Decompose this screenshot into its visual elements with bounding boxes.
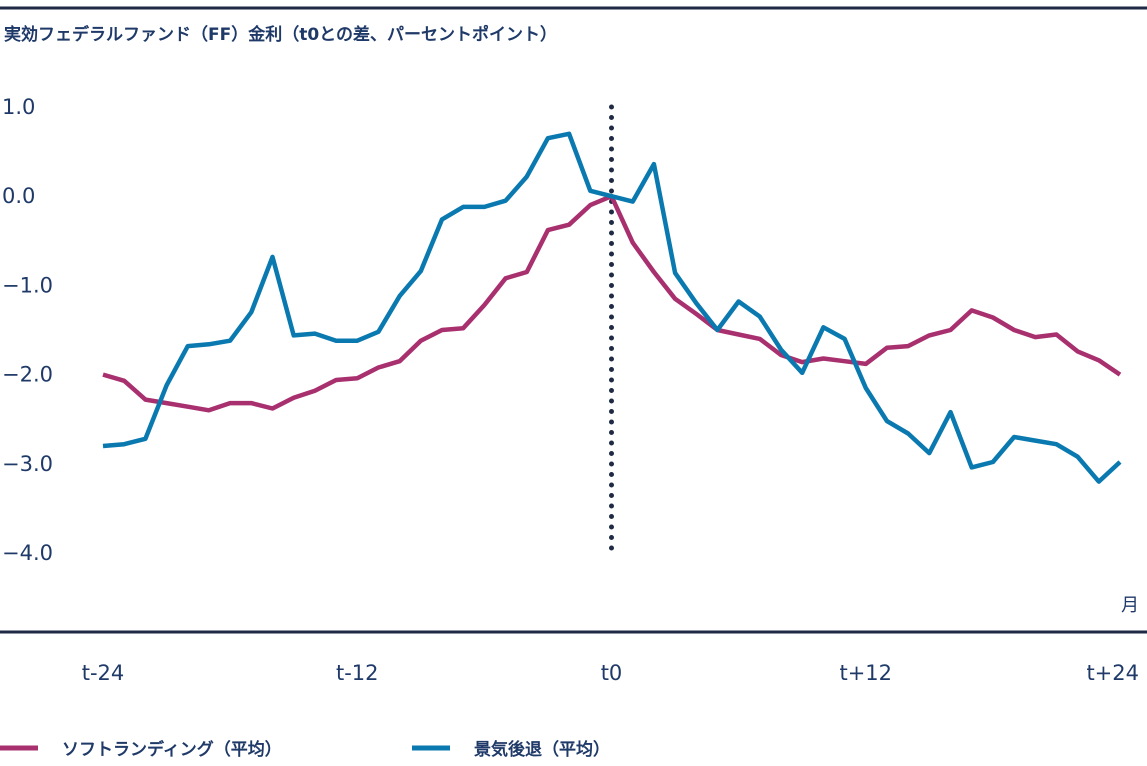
y-tick-label: −2.0 <box>2 363 53 387</box>
x-axis: t-24 t-12 t0 t+12 t+24 <box>82 661 1139 685</box>
x-unit-label: 月 <box>1121 595 1139 616</box>
y-axis: 1.0 0.0 −1.0 −2.0 −3.0 −4.0 <box>2 95 53 565</box>
x-tick-label: t+24 <box>1086 661 1139 685</box>
y-tick-label: −3.0 <box>2 452 53 476</box>
y-tick-label: 0.0 <box>2 184 35 208</box>
y-tick-label: 1.0 <box>2 95 35 119</box>
x-tick-label: t+12 <box>839 661 892 685</box>
y-tick-label: −4.0 <box>2 541 53 565</box>
series-group <box>102 131 1122 484</box>
x-tick-label: t0 <box>601 661 623 685</box>
x-tick-label: t-12 <box>336 661 379 685</box>
series-line-2 <box>102 131 1122 484</box>
legend-label: ソフトランディング（平均） <box>62 739 282 760</box>
legend-label: 景気後退（平均） <box>474 739 610 760</box>
x-tick-label: t-24 <box>82 661 125 685</box>
legend: ソフトランディング（平均） 景気後退（平均） <box>0 739 610 760</box>
chart-title: 実効フェデラルファンド（FF）金利（t0との差、パーセントポイント） <box>4 25 558 45</box>
y-tick-label: −1.0 <box>2 273 53 297</box>
